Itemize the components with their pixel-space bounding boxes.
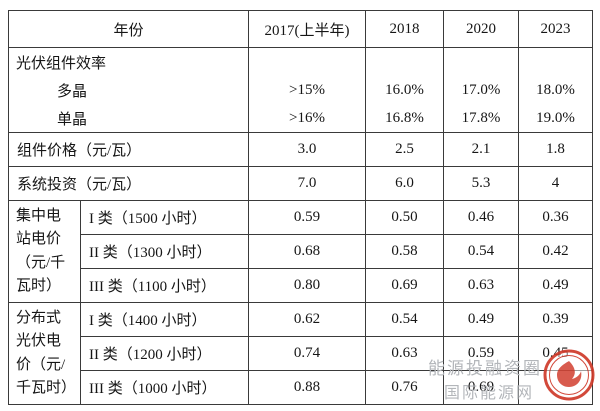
value-cell: 7.0 — [248, 166, 367, 201]
centralized-row-2: II 类（1300 小时） 0.68 0.58 0.54 0.42 — [9, 234, 594, 269]
value-cell: 0.88 — [248, 370, 367, 405]
value-cell: 2.5 — [365, 132, 445, 167]
value-cell: 2.1 — [443, 132, 520, 167]
col-header-2023: 2023 — [518, 10, 594, 48]
empty-cell — [518, 47, 594, 76]
centralized-row-3: III 类（1100 小时） 0.80 0.69 0.63 0.49 — [9, 268, 594, 303]
value-cell: 0.76 — [365, 370, 445, 405]
value-cell: 0.58 — [365, 234, 445, 269]
value-cell: 0.69 — [443, 370, 520, 405]
efficiency-title: 光伏组件效率 — [7, 47, 250, 76]
efficiency-poly-row: 多晶 >15% 16.0% 17.0% 18.0% — [7, 75, 594, 104]
value-cell: 0.46 — [443, 200, 520, 235]
distributed-row-1: 分布式光伏电价（元/千瓦时） I 类（1400 小时） 0.62 0.54 0.… — [8, 302, 594, 405]
value-cell: >16% — [248, 103, 367, 133]
sub-label: II 类（1200 小时） — [79, 336, 250, 371]
value-cell: 4 — [518, 166, 594, 201]
value-cell: 0.42 — [518, 234, 594, 269]
value-cell: 16.0% — [365, 75, 445, 104]
value-cell: 0.54 — [443, 234, 520, 269]
efficiency-mono-row: 单晶 >16% 16.8% 17.8% 19.0% — [7, 103, 594, 133]
value-cell: 17.8% — [443, 103, 520, 133]
sub-label: I 类（1400 小时） — [79, 302, 250, 337]
value-cell: 0.54 — [365, 302, 445, 337]
table-header-row: 年份 2017(上半年) 2018 2020 2023 — [7, 10, 594, 48]
row-label-poly: 多晶 — [7, 75, 250, 104]
pv-price-table: 年份 2017(上半年) 2018 2020 2023 光伏组件效率 多晶 >1… — [7, 10, 594, 405]
group-label-distributed: 分布式光伏电价（元/千瓦时） — [8, 302, 81, 405]
value-cell: 0.59 — [248, 200, 367, 235]
value-cell: 5.3 — [443, 166, 520, 201]
distributed-row-2: II 类（1200 小时） 0.74 0.63 0.59 0.45 — [9, 336, 594, 371]
empty-cell — [365, 47, 445, 76]
value-cell: 0.50 — [365, 200, 445, 235]
value-cell: 0.39 — [518, 302, 594, 337]
value-cell: 0.69 — [365, 268, 445, 303]
value-cell: 0.80 — [248, 268, 367, 303]
value-cell: >15% — [248, 75, 367, 104]
col-header-2017: 2017(上半年) — [248, 10, 367, 48]
value-cell: 3.0 — [248, 132, 367, 167]
value-cell: 0.49 — [443, 302, 520, 337]
row-label-module-price: 组件价格（元/瓦） — [7, 132, 250, 167]
value-cell: 1.8 — [518, 132, 594, 167]
value-cell: 0.45 — [518, 336, 594, 371]
value-cell: 6.0 — [365, 166, 445, 201]
value-cell: 0.63 — [443, 268, 520, 303]
value-cell: 0.49 — [518, 268, 594, 303]
value-cell: 0.36 — [518, 200, 594, 235]
value-cell: 16.8% — [365, 103, 445, 133]
col-header-2018: 2018 — [365, 10, 445, 48]
value-cell: 0.74 — [248, 336, 367, 371]
value-cell: 0.63 — [365, 336, 445, 371]
empty-cell — [248, 47, 367, 76]
value-cell: 0.68 — [248, 234, 367, 269]
sub-label: III 类（1000 小时） — [79, 370, 250, 405]
efficiency-title-row: 光伏组件效率 — [7, 47, 594, 76]
value-cell: 0.62 — [248, 302, 367, 337]
row-label-mono: 单晶 — [7, 103, 250, 133]
value-cell: 18.0% — [518, 75, 594, 104]
sub-label: I 类（1500 小时） — [79, 200, 250, 235]
value-cell: 19.0% — [518, 103, 594, 133]
year-header-cell: 年份 — [7, 10, 250, 48]
row-label-system-investment: 系统投资（元/瓦） — [7, 166, 250, 201]
module-price-row: 组件价格（元/瓦） 3.0 2.5 2.1 1.8 — [7, 132, 594, 167]
col-header-2020: 2020 — [443, 10, 520, 48]
distributed-row-3: III 类（1000 小时） 0.88 0.76 0.69 — [9, 370, 594, 405]
value-cell: 17.0% — [443, 75, 520, 104]
value-cell — [518, 370, 594, 405]
group-label-centralized: 集中电站电价（元/千瓦时） — [8, 200, 81, 303]
value-cell: 0.59 — [443, 336, 520, 371]
sub-label: II 类（1300 小时） — [79, 234, 250, 269]
system-investment-row: 系统投资（元/瓦） 7.0 6.0 5.3 4 — [7, 166, 594, 201]
empty-cell — [443, 47, 520, 76]
centralized-row-1: 集中电站电价（元/千瓦时） I 类（1500 小时） 0.59 0.50 0.4… — [8, 200, 594, 303]
sub-label: III 类（1100 小时） — [79, 268, 250, 303]
